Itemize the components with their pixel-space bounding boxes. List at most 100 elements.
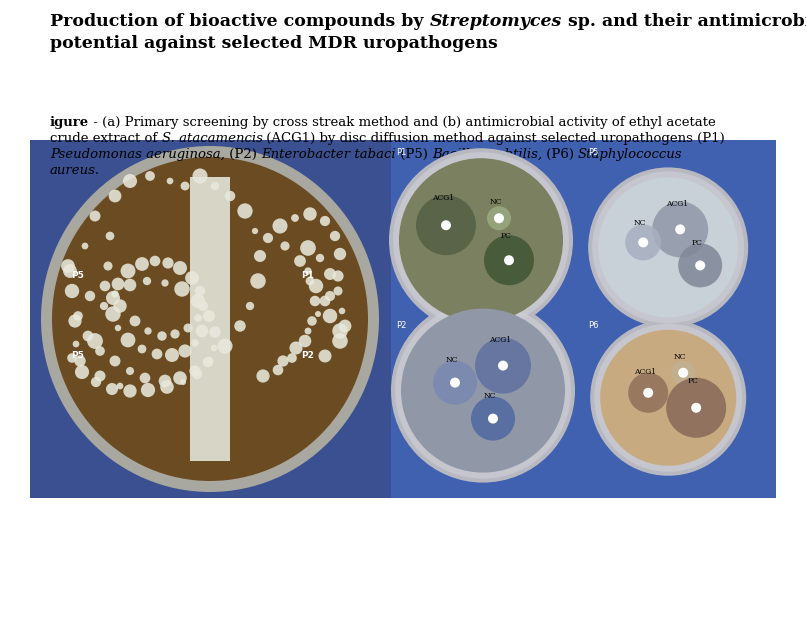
Circle shape <box>106 291 120 305</box>
Circle shape <box>299 335 311 347</box>
Circle shape <box>330 231 340 241</box>
Circle shape <box>250 274 266 289</box>
Circle shape <box>667 377 726 438</box>
Circle shape <box>254 250 266 262</box>
Circle shape <box>87 333 103 349</box>
Circle shape <box>206 357 214 365</box>
Circle shape <box>600 330 736 466</box>
Circle shape <box>307 316 317 326</box>
Circle shape <box>643 387 653 398</box>
Circle shape <box>193 168 208 183</box>
Text: P5: P5 <box>72 272 85 280</box>
Circle shape <box>89 210 101 222</box>
Circle shape <box>195 285 206 296</box>
Circle shape <box>494 213 504 223</box>
Circle shape <box>332 270 343 282</box>
Circle shape <box>696 260 705 270</box>
Text: PC: PC <box>688 377 699 385</box>
Text: P1: P1 <box>396 148 406 157</box>
Circle shape <box>339 320 351 332</box>
Circle shape <box>135 257 149 271</box>
Circle shape <box>111 290 118 297</box>
Circle shape <box>225 191 235 202</box>
Circle shape <box>69 314 81 327</box>
Circle shape <box>91 377 101 387</box>
Circle shape <box>184 324 193 332</box>
Text: aureus.: aureus. <box>50 164 100 177</box>
Circle shape <box>198 301 208 311</box>
Text: Pseudomonas aeruginosa,: Pseudomonas aeruginosa, <box>50 148 225 161</box>
Circle shape <box>73 311 83 321</box>
Circle shape <box>117 382 123 389</box>
Circle shape <box>181 182 189 190</box>
Circle shape <box>590 320 746 476</box>
Circle shape <box>235 321 246 332</box>
Text: NC: NC <box>490 198 502 206</box>
Circle shape <box>246 302 254 310</box>
Text: (P5): (P5) <box>396 148 432 161</box>
Text: potential against selected MDR uropathogens: potential against selected MDR uropathog… <box>50 35 498 52</box>
Circle shape <box>100 302 108 310</box>
Circle shape <box>322 309 337 323</box>
Circle shape <box>433 361 477 404</box>
Text: crude extract of: crude extract of <box>50 132 161 145</box>
Circle shape <box>159 374 172 387</box>
Circle shape <box>320 216 330 226</box>
Circle shape <box>498 361 508 371</box>
Circle shape <box>272 218 288 233</box>
Circle shape <box>194 314 202 322</box>
Circle shape <box>309 279 323 293</box>
Circle shape <box>504 255 514 265</box>
Circle shape <box>316 254 324 262</box>
Circle shape <box>141 383 155 397</box>
Circle shape <box>109 190 122 202</box>
Text: sp. and their antimicrobial: sp. and their antimicrobial <box>562 13 806 30</box>
Circle shape <box>300 240 316 256</box>
Circle shape <box>106 232 114 240</box>
Circle shape <box>671 361 696 385</box>
Circle shape <box>218 339 233 354</box>
Circle shape <box>332 323 347 339</box>
Circle shape <box>334 248 346 260</box>
Circle shape <box>157 331 167 341</box>
Circle shape <box>305 267 312 275</box>
Text: (P2): (P2) <box>225 148 261 161</box>
Circle shape <box>289 341 302 354</box>
Circle shape <box>692 403 701 413</box>
Circle shape <box>121 264 135 279</box>
Text: P1: P1 <box>301 272 314 280</box>
Text: Production of bioactive compounds by: Production of bioactive compounds by <box>50 13 430 30</box>
Circle shape <box>638 237 648 247</box>
Circle shape <box>191 339 199 347</box>
Circle shape <box>416 195 476 255</box>
Circle shape <box>488 414 498 424</box>
Circle shape <box>324 268 336 280</box>
Text: P2: P2 <box>396 321 406 330</box>
Circle shape <box>263 233 273 243</box>
Circle shape <box>111 277 124 290</box>
Circle shape <box>123 174 137 188</box>
Text: ACG1: ACG1 <box>634 367 656 376</box>
Circle shape <box>123 279 136 291</box>
Circle shape <box>334 287 343 295</box>
Text: PC: PC <box>501 232 512 240</box>
Circle shape <box>185 271 199 285</box>
Circle shape <box>138 345 147 354</box>
Circle shape <box>272 365 283 376</box>
Circle shape <box>320 295 330 306</box>
Text: Streptomyces: Streptomyces <box>430 13 562 30</box>
Circle shape <box>196 325 208 337</box>
Circle shape <box>174 281 189 297</box>
Text: NC: NC <box>674 352 687 361</box>
Circle shape <box>475 337 531 394</box>
Circle shape <box>237 203 252 218</box>
Circle shape <box>450 377 460 387</box>
Circle shape <box>192 369 202 379</box>
Ellipse shape <box>41 146 379 492</box>
Circle shape <box>74 356 85 367</box>
Text: (P6): (P6) <box>542 148 578 161</box>
Circle shape <box>130 316 140 326</box>
Text: P2: P2 <box>301 352 314 361</box>
Circle shape <box>252 228 258 234</box>
Circle shape <box>144 327 152 335</box>
